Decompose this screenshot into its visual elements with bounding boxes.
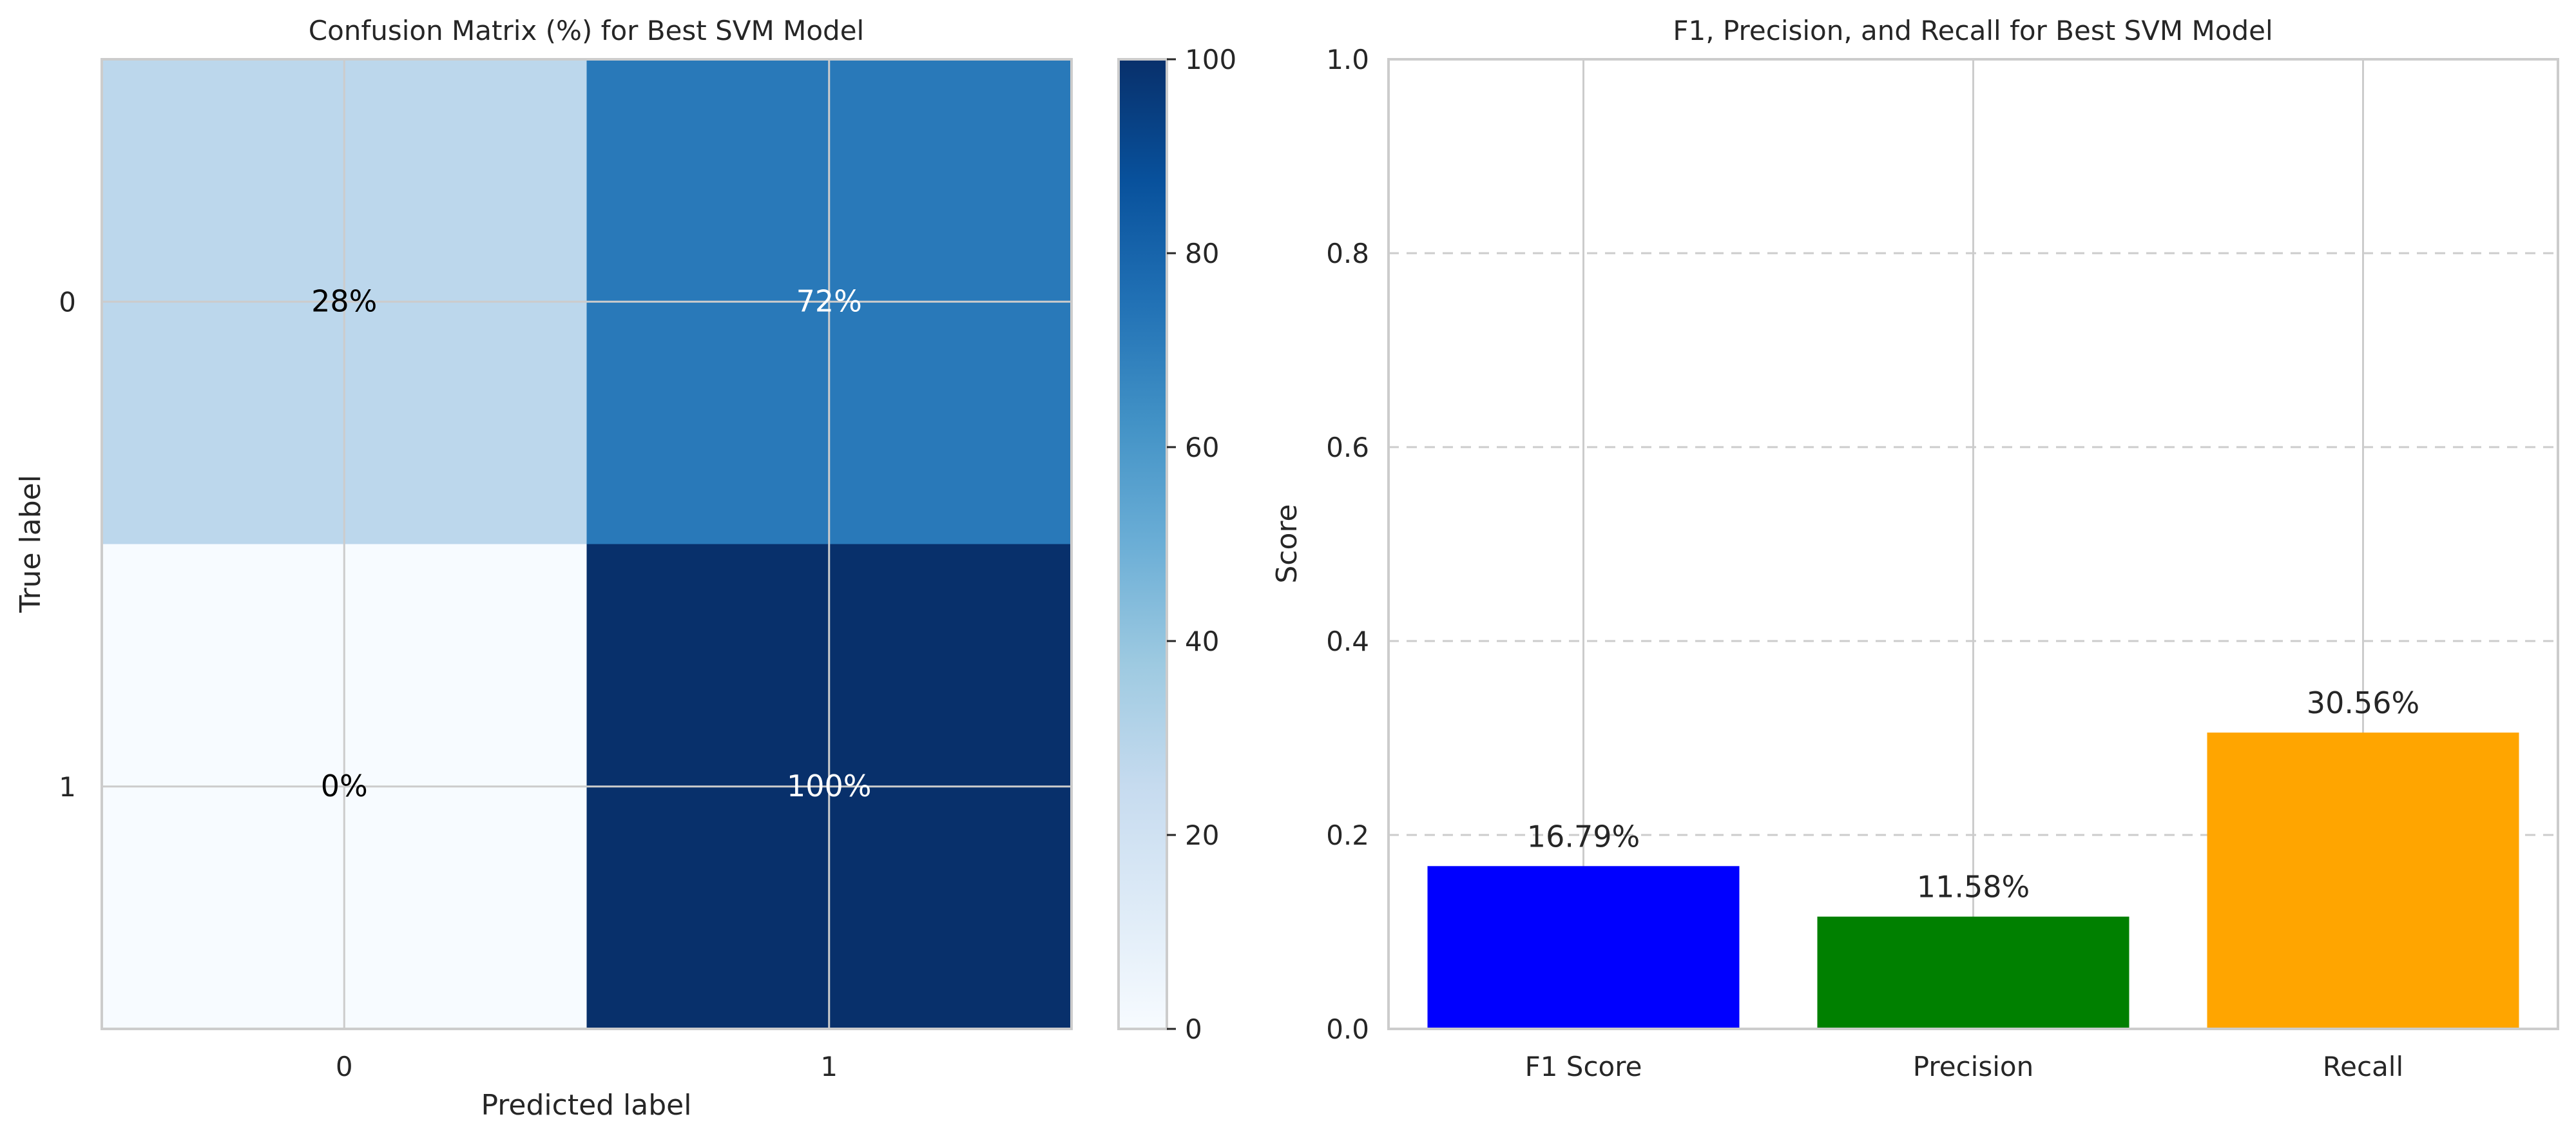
bar-x-tick-1: Precision bbox=[1913, 1051, 2033, 1082]
bar-y-tick-labels: 0.0 0.2 0.4 0.6 0.8 1.0 bbox=[1326, 44, 1369, 1045]
colorbar-tick-4: 80 bbox=[1185, 238, 1219, 269]
bar-y-tick-2: 0.4 bbox=[1326, 626, 1369, 657]
bar-2 bbox=[2207, 733, 2519, 1029]
cm-x-tick-0: 0 bbox=[336, 1051, 353, 1082]
bar-title: F1, Precision, and Recall for Best SVM M… bbox=[1673, 15, 2273, 46]
bar-frame bbox=[1387, 58, 2559, 1030]
cm-cells bbox=[102, 59, 1072, 1030]
colorbar-tick-0: 0 bbox=[1185, 1013, 1202, 1045]
bar-x-tick-labels: F1 Score Precision Recall bbox=[1525, 1051, 2404, 1082]
cm-title: Confusion Matrix (%) for Best SVM Model bbox=[309, 15, 864, 46]
bar-y-tick-5: 1.0 bbox=[1326, 44, 1369, 75]
bar-y-tick-1: 0.2 bbox=[1326, 820, 1369, 851]
cm-y-axis-label: True label bbox=[14, 475, 47, 613]
bar-0 bbox=[1427, 866, 1740, 1029]
bar-data-labels: 16.79% 11.58% 30.56% bbox=[1527, 686, 2419, 905]
cm-cell-label-0-0: 28% bbox=[311, 283, 377, 318]
bar-x-tick-2: Recall bbox=[2323, 1051, 2403, 1082]
bar-data-label-2: 30.56% bbox=[2307, 686, 2419, 720]
bar-y-tick-0: 0.0 bbox=[1326, 1013, 1369, 1045]
bar-y-tick-3: 0.6 bbox=[1326, 432, 1369, 463]
cm-cell-label-0-1: 72% bbox=[796, 283, 862, 318]
colorbar-tick-1: 20 bbox=[1185, 820, 1219, 851]
colorbar-tick-5: 100 bbox=[1185, 44, 1236, 75]
colorbar-tick-2: 40 bbox=[1185, 626, 1219, 657]
cm-cell-labels: 28% 72% 0% 100% bbox=[311, 283, 871, 803]
cm-y-tick-1: 1 bbox=[59, 771, 76, 803]
cm-x-axis-label: Predicted label bbox=[481, 1089, 692, 1122]
cm-frame bbox=[101, 58, 1073, 1030]
cm-x-tick-1: 1 bbox=[820, 1051, 838, 1082]
bar-series bbox=[1427, 733, 2519, 1029]
colorbar-tick-3: 60 bbox=[1185, 432, 1219, 463]
bar-x-tick-0: F1 Score bbox=[1525, 1051, 1642, 1082]
colorbar-ticks: 0 20 40 60 80 100 bbox=[1167, 44, 1236, 1045]
cm-gridlines bbox=[102, 59, 1072, 1029]
bar-y-tick-4: 0.8 bbox=[1326, 238, 1369, 269]
cm-y-tick-labels: 01 bbox=[59, 286, 76, 803]
bar-1 bbox=[1817, 916, 2129, 1029]
bar-data-label-1: 11.58% bbox=[1917, 870, 2030, 905]
cm-cell-label-1-0: 0% bbox=[321, 769, 368, 803]
colorbar bbox=[1117, 58, 1168, 1030]
cm-cell-label-1-1: 100% bbox=[787, 769, 872, 803]
cm-y-tick-0: 0 bbox=[59, 286, 76, 318]
bar-data-label-0: 16.79% bbox=[1527, 819, 1640, 854]
bar-y-axis-label: Score bbox=[1271, 504, 1303, 583]
